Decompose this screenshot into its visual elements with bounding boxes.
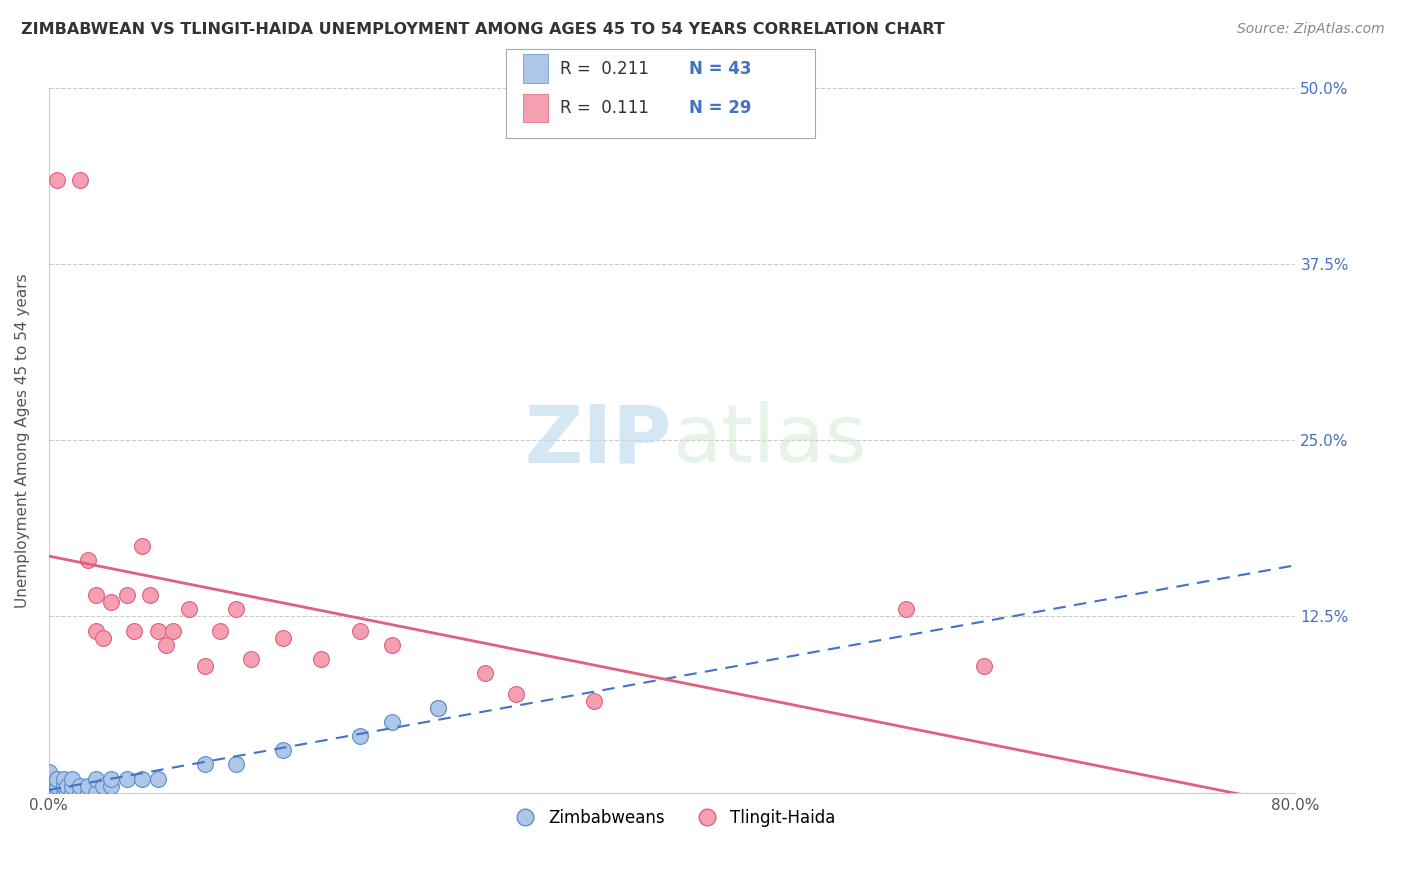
Point [427, 701, 450, 715]
Text: R =  0.111: R = 0.111 [560, 99, 648, 117]
Point [271, 743, 294, 757]
Point [194, 757, 217, 772]
Text: Source: ZipAtlas.com: Source: ZipAtlas.com [1237, 22, 1385, 37]
Text: R =  0.211: R = 0.211 [560, 60, 648, 78]
Point [38, 786, 60, 800]
Point [69, 172, 91, 186]
Point [38, 772, 60, 786]
Point [38, 772, 60, 786]
Point [131, 772, 153, 786]
Point [53, 779, 76, 793]
Point [69, 786, 91, 800]
Point [45, 779, 67, 793]
Point [115, 772, 138, 786]
Point [124, 624, 146, 638]
Text: N = 29: N = 29 [689, 99, 751, 117]
Point [76, 786, 98, 800]
Point [139, 588, 162, 602]
Point [56, 779, 79, 793]
Point [100, 772, 122, 786]
Point [60, 772, 83, 786]
Point [349, 729, 371, 743]
Point [146, 772, 169, 786]
Point [60, 779, 83, 793]
Point [194, 658, 217, 673]
Point [38, 764, 60, 779]
Point [53, 779, 76, 793]
Point [76, 553, 98, 567]
Point [38, 786, 60, 800]
Point [56, 786, 79, 800]
Point [84, 624, 107, 638]
Point [177, 602, 200, 616]
Point [894, 602, 917, 616]
Point [45, 786, 67, 800]
Point [60, 786, 83, 800]
Point [53, 786, 76, 800]
Text: N = 43: N = 43 [689, 60, 751, 78]
Point [474, 665, 496, 680]
Point [505, 687, 527, 701]
Point [76, 779, 98, 793]
Point [271, 631, 294, 645]
Point [100, 779, 122, 793]
Point [45, 172, 67, 186]
Point [38, 786, 60, 800]
Legend: Zimbabweans, Tlingit-Haida: Zimbabweans, Tlingit-Haida [502, 802, 842, 834]
Point [91, 779, 114, 793]
Point [38, 786, 60, 800]
Text: ZIMBABWEAN VS TLINGIT-HAIDA UNEMPLOYMENT AMONG AGES 45 TO 54 YEARS CORRELATION C: ZIMBABWEAN VS TLINGIT-HAIDA UNEMPLOYMENT… [21, 22, 945, 37]
Point [381, 715, 404, 730]
Point [115, 588, 138, 602]
Point [45, 779, 67, 793]
Point [45, 772, 67, 786]
Point [381, 638, 404, 652]
Point [91, 631, 114, 645]
Point [38, 779, 60, 793]
Point [583, 694, 606, 708]
Text: atlas: atlas [672, 401, 866, 479]
Point [349, 624, 371, 638]
Point [209, 624, 232, 638]
Point [162, 624, 184, 638]
Point [84, 772, 107, 786]
Point [38, 786, 60, 800]
Text: ZIP: ZIP [524, 401, 672, 479]
Point [240, 652, 263, 666]
Point [100, 595, 122, 609]
Point [225, 602, 247, 616]
Point [225, 757, 247, 772]
Point [131, 539, 153, 553]
Point [84, 786, 107, 800]
Point [45, 786, 67, 800]
Point [427, 701, 450, 715]
Y-axis label: Unemployment Among Ages 45 to 54 years: Unemployment Among Ages 45 to 54 years [15, 273, 30, 607]
Point [53, 772, 76, 786]
Point [973, 658, 995, 673]
Point [146, 624, 169, 638]
Point [311, 652, 333, 666]
Point [84, 588, 107, 602]
Point [155, 638, 177, 652]
Point [38, 779, 60, 793]
Point [45, 772, 67, 786]
Point [69, 779, 91, 793]
